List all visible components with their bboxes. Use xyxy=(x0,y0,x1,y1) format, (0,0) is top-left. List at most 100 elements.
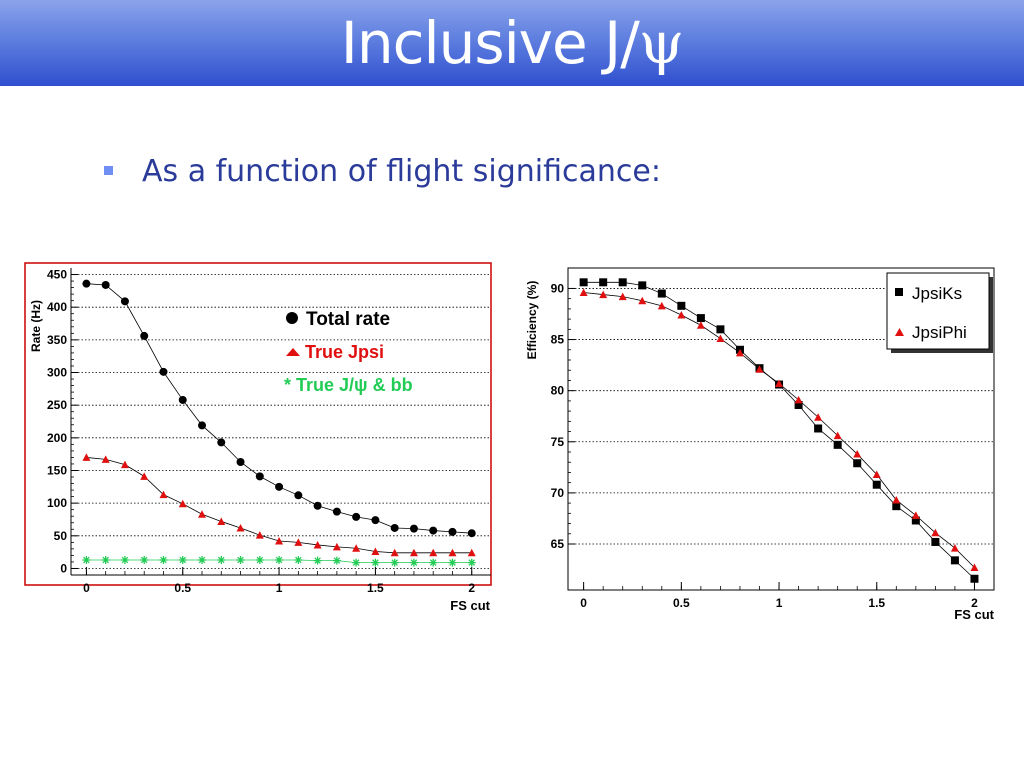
data-point xyxy=(217,438,226,447)
data-point xyxy=(275,482,284,491)
data-point xyxy=(833,431,842,440)
data-point xyxy=(735,348,744,357)
data-point xyxy=(371,516,380,525)
data-point xyxy=(448,548,457,557)
data-point xyxy=(217,517,226,525)
data-point xyxy=(814,413,823,421)
data-point xyxy=(255,531,264,539)
data-point xyxy=(716,325,725,334)
rate-chart-ylabel: Rate (Hz) xyxy=(29,300,43,352)
data-point xyxy=(950,556,959,565)
legend-jpsiphi: JpsiPhi xyxy=(912,323,967,342)
data-point xyxy=(618,292,627,301)
data-point xyxy=(332,507,341,516)
data-point xyxy=(390,558,399,567)
data-point xyxy=(159,490,168,499)
data-point xyxy=(178,395,187,404)
data-point xyxy=(638,296,647,305)
data-point xyxy=(236,555,245,564)
data-point xyxy=(101,280,110,289)
x-tick-label: 1.5 xyxy=(868,596,885,610)
data-point xyxy=(794,395,803,404)
x-tick-label: 0 xyxy=(83,581,90,595)
bullet-square-icon xyxy=(104,166,113,175)
data-point xyxy=(352,544,361,552)
data-point xyxy=(198,510,207,518)
data-point xyxy=(448,527,457,536)
data-point xyxy=(911,516,920,525)
data-point xyxy=(294,491,303,500)
data-point xyxy=(775,379,784,388)
data-point xyxy=(332,542,341,551)
data-point xyxy=(101,555,110,564)
efficiency-chart-legend: JpsiKs JpsiPhi xyxy=(886,272,993,353)
data-point xyxy=(716,334,725,343)
data-point xyxy=(178,499,187,508)
data-point xyxy=(657,301,666,310)
data-point xyxy=(657,289,666,298)
y-tick-label: 75 xyxy=(551,435,565,449)
legend-true-jpsi: True Jpsi xyxy=(305,342,384,362)
data-point xyxy=(872,470,881,478)
data-point xyxy=(950,544,959,552)
data-point xyxy=(970,574,979,583)
data-point xyxy=(892,502,901,511)
rate-chart-xlabel: FS cut xyxy=(450,598,490,612)
data-point xyxy=(579,278,588,287)
y-tick-label: 90 xyxy=(551,281,565,295)
rate-chart-legend: Total rate True Jpsi * True J/ψ & bb xyxy=(284,309,413,395)
data-point xyxy=(467,558,476,567)
data-point xyxy=(198,555,207,564)
data-point xyxy=(255,472,264,481)
legend-jpsiks: JpsiKs xyxy=(912,284,962,303)
data-point xyxy=(409,548,418,557)
data-point xyxy=(467,529,476,538)
data-point xyxy=(140,331,149,340)
x-tick-label: 2 xyxy=(468,581,475,595)
rate-chart: 0 50 100 150 200 250 300 350 400 450 0 0.5 1 1.5 2 Ra… xyxy=(24,262,492,612)
efficiency-chart-xlabel: FS cut xyxy=(954,607,994,622)
data-point xyxy=(853,459,862,468)
data-point xyxy=(140,555,149,564)
data-point xyxy=(313,501,322,510)
data-point xyxy=(696,314,705,323)
efficiency-chart: 65 70 75 80 85 90 0 0.5 1 1.5 2 Efficiency (%) FS… xyxy=(525,267,995,622)
title-bar xyxy=(0,0,1024,86)
y-tick-label: 70 xyxy=(551,486,565,500)
data-point xyxy=(255,555,264,564)
data-point xyxy=(236,523,245,532)
data-point xyxy=(82,453,91,461)
legend-box xyxy=(886,272,990,350)
data-point xyxy=(677,311,686,319)
y-tick-label: 200 xyxy=(47,431,67,445)
data-point xyxy=(159,555,168,564)
x-tick-label: 1 xyxy=(276,581,283,595)
data-point xyxy=(217,555,226,564)
slide-title-text: Inclusive J/ xyxy=(340,9,640,77)
data-point xyxy=(390,523,399,532)
data-point xyxy=(140,472,149,480)
legend-circle-icon xyxy=(286,312,298,324)
data-point xyxy=(371,558,380,567)
data-point xyxy=(429,526,438,535)
psi-symbol: ψ xyxy=(638,9,684,77)
y-tick-label: 50 xyxy=(54,529,68,543)
data-point xyxy=(352,512,361,521)
data-point xyxy=(429,548,438,557)
legend-triangle-icon xyxy=(895,328,904,336)
rate-chart-series xyxy=(82,279,476,567)
data-point xyxy=(352,558,361,567)
data-point xyxy=(814,424,823,433)
data-point xyxy=(872,480,881,489)
y-tick-label: 0 xyxy=(60,561,67,575)
data-point xyxy=(82,279,91,288)
efficiency-chart-yticks: 65 70 75 80 85 90 xyxy=(551,281,575,551)
legend-total-rate: Total rate xyxy=(306,309,390,330)
data-point xyxy=(313,556,322,565)
x-tick-label: 1.5 xyxy=(367,581,384,595)
x-tick-label: 2 xyxy=(971,596,978,610)
data-point xyxy=(677,301,686,310)
efficiency-chart-xticks: 0 0.5 1 1.5 2 xyxy=(580,582,978,610)
data-point xyxy=(275,537,284,545)
x-tick-label: 0.5 xyxy=(174,581,191,595)
